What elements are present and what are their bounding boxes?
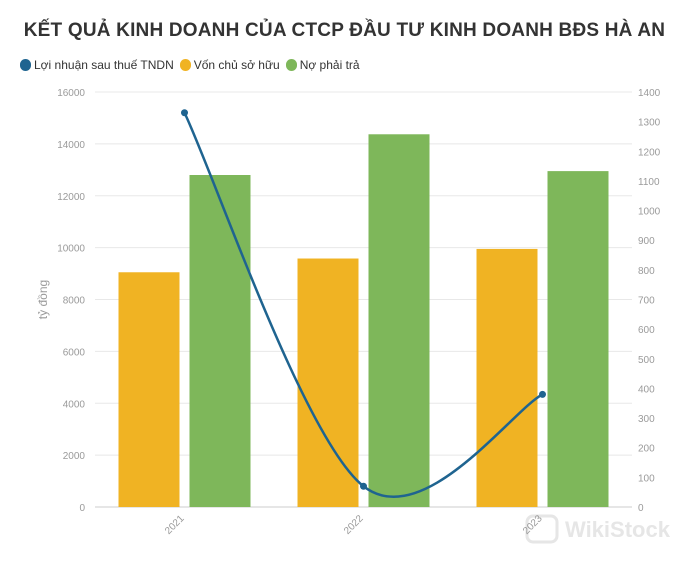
- y2-tick-label: 600: [638, 325, 655, 336]
- y2-tick-label: 0: [638, 503, 644, 514]
- legend-item-equity[interactable]: Vốn chủ sở hữu: [179, 58, 280, 72]
- y-tick-label: 10000: [57, 244, 85, 255]
- y2-tick-label: 400: [638, 384, 655, 395]
- y-tick-label: 0: [79, 503, 85, 514]
- y-tick-label: 2000: [63, 451, 86, 462]
- y2-tick-label: 700: [638, 296, 655, 307]
- y-tick-label: 14000: [57, 140, 85, 151]
- y-axis-label: tỷ đồng: [36, 280, 50, 319]
- x-tick-label: 2021: [163, 513, 187, 537]
- y2-tick-label: 1100: [638, 177, 660, 188]
- y2-tick-label: 300: [638, 414, 655, 425]
- line-point: [181, 109, 188, 117]
- bar-vốn-chủ-sở-hữu: [118, 272, 180, 507]
- chart-title: KẾT QUẢ KINH DOANH CỦA CTCP ĐẦU TƯ KINH …: [23, 20, 666, 41]
- y-tick-label: 6000: [63, 347, 86, 358]
- legend-label-liabilities: Nợ phải trả: [299, 58, 360, 72]
- y2-tick-label: 800: [638, 266, 655, 277]
- legend-item-liabilities[interactable]: Nợ phải trả: [285, 58, 360, 72]
- legend-label-equity: Vốn chủ sở hữu: [193, 58, 280, 72]
- y2-tick-label: 1000: [638, 207, 661, 218]
- y-tick-label: 4000: [63, 399, 86, 410]
- y2-tick-label: 1300: [638, 118, 661, 129]
- watermark-logo-icon: [525, 514, 559, 544]
- legend: Lợi nhuận sau thuế TNDN Vốn chủ sở hữu N…: [20, 58, 366, 72]
- y2-tick-label: 1200: [638, 147, 661, 158]
- watermark-text: WikiStock: [565, 517, 671, 542]
- line-point: [539, 390, 546, 398]
- bar-vốn-chủ-sở-hữu: [476, 248, 538, 507]
- legend-swatch-equity: [179, 59, 191, 71]
- y-tick-label: 12000: [57, 192, 85, 203]
- y2-tick-label: 100: [638, 473, 655, 484]
- bar-vốn-chủ-sở-hữu: [297, 258, 359, 507]
- bar-nợ-phải-trả: [547, 171, 609, 507]
- y2-tick-label: 900: [638, 236, 655, 247]
- y-tick-label: 8000: [63, 296, 86, 307]
- legend-item-profit[interactable]: Lợi nhuận sau thuế TNDN: [20, 58, 174, 72]
- legend-swatch-liabilities: [285, 59, 297, 71]
- y2-tick-label: 500: [638, 355, 655, 366]
- legend-swatch-profit: [20, 59, 31, 71]
- legend-label-profit: Lợi nhuận sau thuế TNDN: [34, 58, 174, 72]
- y2-tick-label: 200: [638, 444, 655, 455]
- y-tick-label: 16000: [57, 88, 85, 99]
- bar-nợ-phải-trả: [189, 175, 251, 507]
- x-tick-label: 2022: [342, 513, 366, 537]
- line-point: [360, 482, 367, 490]
- y2-tick-label: 1400: [638, 88, 661, 99]
- bar-nợ-phải-trả: [368, 134, 430, 507]
- line-profit-after-tax: [183, 112, 544, 498]
